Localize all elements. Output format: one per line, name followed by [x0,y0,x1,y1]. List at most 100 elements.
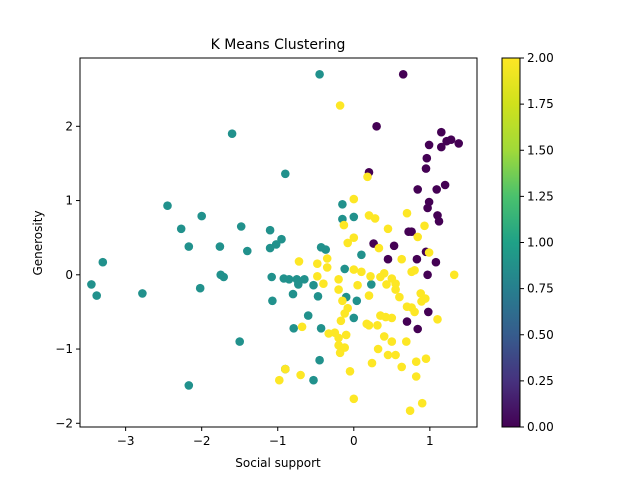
colorbar-tick-label: 1.75 [527,97,554,111]
scatter-point [349,212,359,222]
scatter-point [410,266,419,275]
scatter-point [296,370,305,380]
scatter-point [411,357,421,367]
scatter-point [405,406,415,416]
scatter-point [341,330,351,340]
scatter-point [364,321,374,330]
scatter-point [294,280,303,289]
scatter-point [315,355,324,365]
scatter-point [373,344,383,354]
scatter-point [423,203,432,213]
scatter-point [421,164,431,173]
scatter-point [357,267,366,277]
scatter-point [413,324,423,334]
scatter-point [265,225,275,235]
scatter-point [271,240,281,249]
scatter-point [313,272,322,281]
scatter-point [423,270,432,280]
scatter-point [434,217,444,226]
scatter-point [195,283,205,293]
scatter-point [363,172,372,182]
scatter-point [364,291,374,300]
x-axis-label: Social support [235,456,321,470]
colorbar-tick-label: 0.75 [527,282,554,296]
scatter-point [321,245,331,254]
scatter-point [382,280,391,289]
scatter-point [407,227,416,236]
scatter-point [398,70,408,79]
scatter-point [424,248,434,257]
scatter-point [313,259,322,269]
scatter-point [374,243,384,253]
scatter-point [421,354,431,364]
scatter-point [294,257,304,266]
scatter-point [184,242,194,251]
scatter-point [322,254,332,263]
scatter-point [383,350,393,360]
colorbar [501,57,521,428]
scatter-point [424,140,434,150]
scatter-point [413,185,423,194]
colorbar-ticks: 0.00 0.25 0.50 0.75 1.00 1.25 1.50 1.75 2.00 [520,51,554,434]
scatter-point [402,317,412,326]
scatter-point [243,246,252,256]
scatter-point [422,153,432,163]
scatter-point [335,101,345,110]
scatter-point [410,307,419,317]
scatter-point [353,280,362,290]
scatter-point [383,224,393,234]
scatter-point [349,194,359,204]
x-tick-label: 0 [350,434,358,448]
scatter-point [391,285,400,294]
x-axis-ticks: −3 −2 −1 0 1 [117,427,434,448]
scatter-point [319,279,328,289]
scatter-point [281,169,290,179]
scatter-point [235,337,244,346]
scatter-point [449,270,459,280]
scatter-point [219,272,228,282]
colorbar-tick-label: 0.50 [527,328,554,342]
points-layer [87,70,464,416]
scatter-point [433,315,442,324]
scatter-point [431,257,441,267]
scatter-point [387,337,397,346]
scatter-point [389,241,399,251]
scatter-point [184,381,194,390]
colorbar-tick-label: 0.25 [527,374,554,388]
scatter-point [138,289,147,298]
scatter-point [412,254,422,264]
scatter-point [349,233,359,242]
scatter-point [334,275,343,284]
scatter-point [288,289,298,299]
scatter-point [402,208,412,218]
scatter-point [163,201,172,210]
y-axis-label: Generosity [31,210,45,275]
scatter-point [340,264,350,274]
scatter-point [236,222,246,231]
colorbar-tick-label: 1.25 [527,189,554,203]
scatter-point [316,324,326,333]
plot-frame [79,57,478,428]
scatter-point [370,214,380,223]
chart-title: K Means Clustering [211,37,346,53]
scatter-point [197,211,206,221]
y-tick-label: −1 [55,342,73,356]
scatter-point [335,348,345,358]
colorbar-tick-label: 1.00 [527,236,554,250]
scatter-point [432,185,442,194]
y-tick-label: 1 [65,194,73,208]
scatter-point [92,291,101,300]
x-tick-label: −1 [269,434,287,448]
scatter-point [338,296,347,306]
scatter-point [309,375,318,385]
scatter-point [300,275,309,284]
scatter-point [367,358,377,368]
scatter-point [289,324,299,333]
scatter-point [340,309,350,318]
scatter-point [417,297,426,306]
scatter-point [420,221,429,231]
scatter-point [313,292,323,301]
colorbar-tick-label: 2.00 [527,51,554,65]
scatter-point [345,367,355,376]
